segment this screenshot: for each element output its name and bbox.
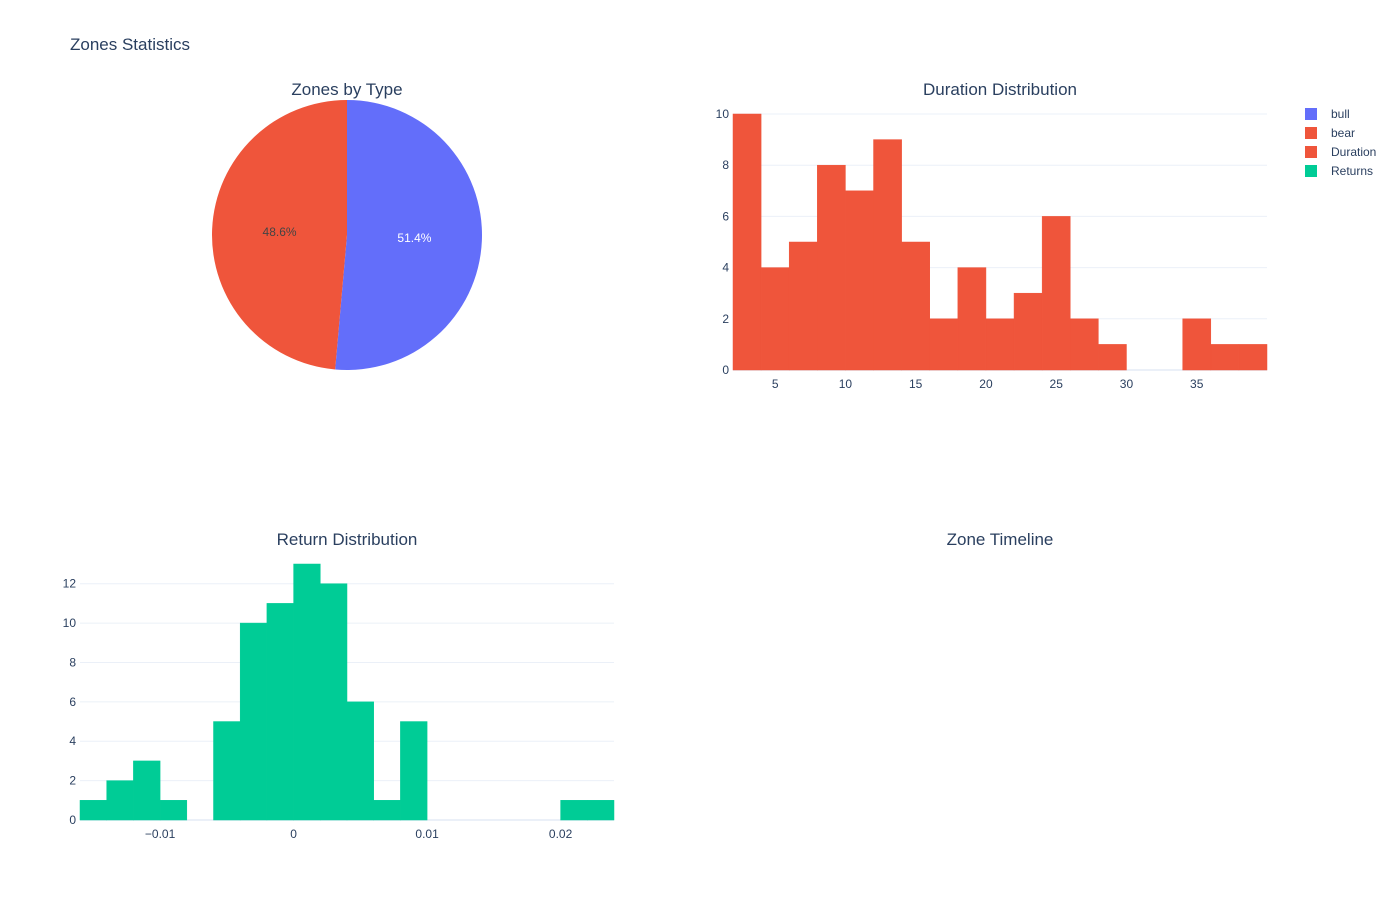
- x-tick-label: 30: [1120, 377, 1134, 391]
- legend-item-returns[interactable]: Returns: [1305, 164, 1373, 178]
- y-tick-label: 2: [69, 774, 76, 788]
- legend-item-duration[interactable]: Duration: [1305, 145, 1376, 159]
- hist-bar-returns-9[interactable]: [320, 583, 348, 821]
- x-tick-label: 5: [772, 377, 779, 391]
- duration-title: Duration Distribution: [923, 80, 1077, 99]
- y-tick-label: 0: [722, 363, 729, 377]
- hist-bar-duration-7[interactable]: [929, 318, 959, 371]
- hist-bar-returns-2[interactable]: [133, 760, 161, 821]
- hist-bar-returns-5[interactable]: [213, 721, 241, 821]
- pie-title: Zones by Type: [291, 80, 402, 99]
- x-tick-label: 15: [909, 377, 923, 391]
- return-title: Return Distribution: [277, 530, 418, 549]
- x-tick-label: 0: [290, 827, 297, 841]
- hist-bar-returns-7[interactable]: [266, 603, 294, 821]
- legend-swatch: [1305, 146, 1317, 158]
- x-tick-label: 25: [1050, 377, 1064, 391]
- hist-bar-returns-10[interactable]: [346, 701, 374, 821]
- y-tick-label: 8: [69, 655, 76, 669]
- hist-bar-duration-12[interactable]: [1070, 318, 1099, 371]
- legend-item-bull[interactable]: bull: [1305, 107, 1350, 121]
- legend-label: bear: [1331, 126, 1355, 140]
- x-tick-label: 20: [979, 377, 993, 391]
- x-tick-label: 0.02: [549, 827, 573, 841]
- hist-bar-duration-9[interactable]: [985, 318, 1015, 371]
- hist-bar-duration-8[interactable]: [957, 267, 987, 371]
- hist-bar-returns-19[interactable]: [587, 800, 615, 821]
- hist-bar-duration-5[interactable]: [873, 139, 902, 371]
- legend-label: Returns: [1331, 164, 1373, 178]
- pie-label-bull: 51.4%: [397, 231, 431, 245]
- hist-bar-duration-13[interactable]: [1098, 344, 1127, 371]
- pie-label-bear: 48.6%: [263, 225, 297, 239]
- y-tick-label: 0: [69, 813, 76, 827]
- hist-bar-duration-17[interactable]: [1210, 344, 1240, 371]
- y-tick-label: 2: [722, 312, 729, 326]
- timeline-title: Zone Timeline: [947, 530, 1054, 549]
- pie-slice-bear[interactable]: [211, 100, 347, 370]
- legend-swatch: [1305, 127, 1317, 139]
- x-tick-label: 0.01: [415, 827, 439, 841]
- legend-swatch: [1305, 108, 1317, 120]
- legend-label: bull: [1331, 107, 1350, 121]
- legend-label: Duration: [1331, 145, 1376, 159]
- hist-bar-returns-6[interactable]: [239, 622, 268, 821]
- legend-item-bear[interactable]: bear: [1305, 126, 1355, 140]
- hist-bar-returns-0[interactable]: [79, 800, 107, 821]
- duration-histogram: Duration Distribution 0 2 4 6 8 10 5 10 15 20 25 30…: [716, 80, 1268, 391]
- hist-bar-returns-12[interactable]: [400, 721, 428, 821]
- return-histogram: Return Distribution 0 2 4 6 8 10 12 −0.01 0 0.01 0…: [63, 530, 615, 841]
- x-tick-label: −0.01: [145, 827, 176, 841]
- hist-bar-duration-4[interactable]: [845, 190, 874, 371]
- y-tick-label: 6: [69, 695, 76, 709]
- hist-bar-returns-3[interactable]: [159, 800, 188, 821]
- hist-bar-duration-6[interactable]: [901, 241, 930, 371]
- y-tick-label: 12: [63, 577, 77, 591]
- y-tick-label: 10: [716, 107, 730, 121]
- legend-swatch: [1305, 165, 1317, 177]
- hist-bar-returns-8[interactable]: [293, 563, 321, 821]
- x-tick-label: 10: [839, 377, 853, 391]
- zone-timeline: Zone Timeline: [947, 530, 1054, 549]
- pie-slice-bull[interactable]: [335, 100, 482, 370]
- hist-bar-duration-11[interactable]: [1041, 216, 1071, 371]
- hist-bar-returns-1[interactable]: [106, 780, 134, 821]
- hist-bar-duration-18[interactable]: [1238, 344, 1268, 371]
- figure-title: Zones Statistics: [70, 35, 190, 54]
- y-tick-label: 4: [722, 261, 729, 275]
- legend[interactable]: bull bear Duration Returns: [1305, 107, 1376, 178]
- hist-bar-duration-10[interactable]: [1013, 292, 1043, 371]
- hist-bar-duration-0[interactable]: [732, 113, 762, 371]
- x-tick-label: 35: [1190, 377, 1204, 391]
- y-tick-label: 8: [722, 158, 729, 172]
- y-tick-label: 4: [69, 734, 76, 748]
- hist-bar-duration-1[interactable]: [760, 267, 790, 371]
- hist-bar-returns-18[interactable]: [560, 800, 588, 821]
- hist-bar-returns-11[interactable]: [373, 800, 401, 821]
- hist-bar-duration-3[interactable]: [817, 164, 846, 371]
- y-tick-label: 6: [722, 209, 729, 223]
- hist-bar-duration-2[interactable]: [788, 241, 818, 371]
- hist-bar-duration-16[interactable]: [1182, 318, 1212, 371]
- pie-chart-zones-by-type: Zones by Type 51.4% 48.6%: [211, 80, 482, 370]
- y-tick-label: 10: [63, 616, 77, 630]
